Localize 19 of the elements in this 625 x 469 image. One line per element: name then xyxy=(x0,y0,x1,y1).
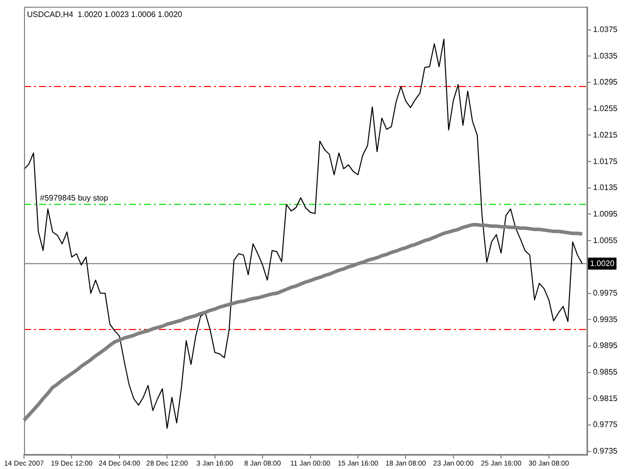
y-tick-label: 1.0095 xyxy=(593,209,618,218)
y-tick-label: 1.0175 xyxy=(593,156,618,166)
ref-line-label: #5979845 buy stop xyxy=(40,194,109,203)
y-tick-label: 0.9895 xyxy=(593,341,618,350)
y-tick-label: 0.9935 xyxy=(593,314,618,324)
y-tick-label: 0.9735 xyxy=(593,446,618,456)
ref-line-label: 1.0020 xyxy=(590,258,616,268)
y-tick-label: 1.0135 xyxy=(593,183,618,192)
y-tick-label: 1.0295 xyxy=(593,78,618,87)
y-tick-label: 0.9975 xyxy=(593,288,618,298)
y-tick-label: 0.9775 xyxy=(593,420,618,430)
y-tick-label: 1.0215 xyxy=(593,130,618,140)
y-tick-label: 1.0335 xyxy=(593,51,618,60)
y-tick-label: 1.0055 xyxy=(593,236,618,245)
chart-title: USDCAD,H4 1.0020 1.0023 1.0006 1.0020 xyxy=(27,10,183,20)
y-tick-label: 1.0375 xyxy=(593,25,618,34)
y-tick-label: 1.0255 xyxy=(593,104,618,114)
y-tick-label: 0.9815 xyxy=(593,394,618,403)
y-tick-label: 0.9855 xyxy=(593,367,618,376)
